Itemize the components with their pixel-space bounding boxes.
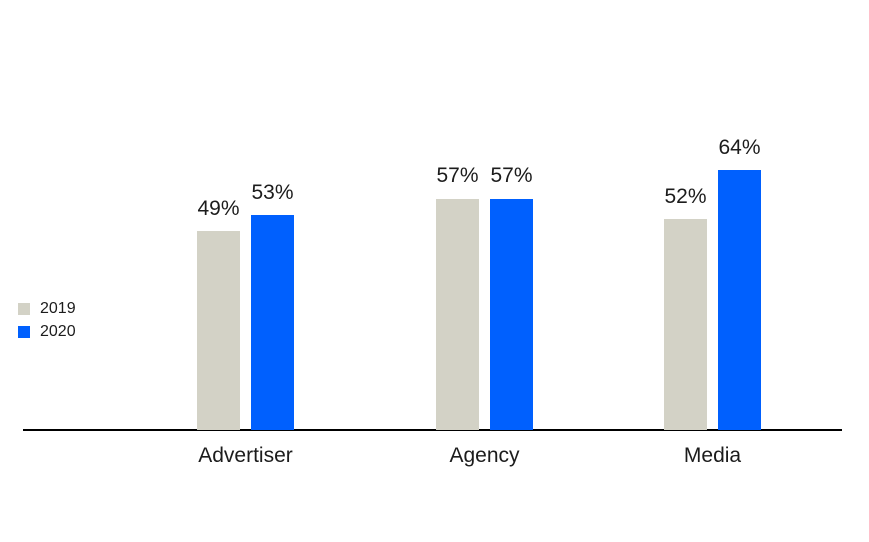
x-axis-label-agency: Agency [449, 444, 520, 467]
bar-value-label: 57% [490, 164, 533, 188]
bar-value-label: 52% [664, 184, 707, 208]
legend-swatch-2020 [18, 325, 30, 338]
x-axis-line [23, 429, 842, 431]
bar-value-label: 57% [436, 164, 479, 188]
legend-label-2019: 2019 [40, 299, 76, 317]
bar-2019-agency [436, 198, 479, 430]
bar-column: 53% [251, 180, 294, 430]
bar-value-label: 64% [718, 135, 761, 159]
bar-column: 64% [718, 135, 761, 430]
bar-2019-media [664, 218, 707, 430]
bar-2020-agency [490, 198, 533, 430]
legend-label-2020: 2020 [40, 322, 76, 340]
bar-group-advertiser: 49% 53% [197, 180, 294, 430]
bar-2019-advertiser [197, 231, 240, 430]
bar-value-label: 53% [251, 180, 294, 204]
bar-value-label: 49% [197, 196, 240, 220]
bar-group-media: 52% 64% [664, 135, 761, 430]
bar-column: 49% [197, 196, 240, 430]
bar-group-agency: 57% 57% [436, 163, 533, 430]
x-axis-label-media: Media [683, 444, 742, 467]
bar-column: 57% [436, 163, 479, 430]
legend-swatch-2019 [18, 302, 30, 315]
bar-2020-media [718, 170, 761, 430]
legend-item-2019: 2019 [18, 297, 76, 320]
bar-column: 57% [490, 163, 533, 430]
legend-item-2020: 2020 [18, 320, 76, 343]
chart-legend: 2019 2020 [18, 297, 76, 343]
bar-2020-advertiser [251, 214, 294, 430]
bar-column: 52% [664, 184, 707, 430]
x-axis-label-advertiser: Advertiser [198, 444, 293, 467]
